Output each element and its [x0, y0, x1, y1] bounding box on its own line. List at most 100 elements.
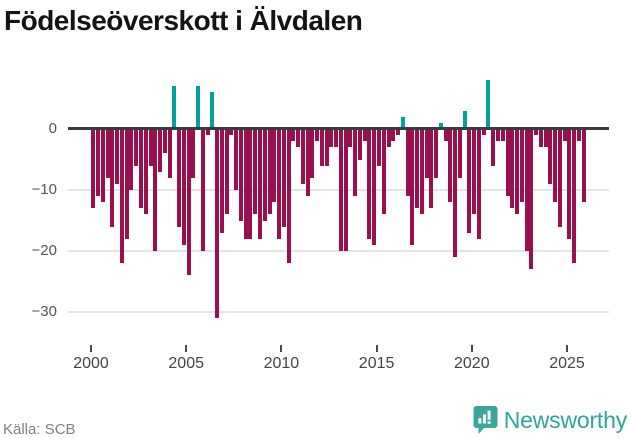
y-axis-label: −30 — [31, 303, 57, 320]
bar-positive — [462, 110, 467, 129]
brand-logo: Newsworthy — [473, 405, 627, 435]
bar-negative — [557, 129, 562, 227]
y-axis-label: −10 — [31, 181, 57, 198]
bar-negative — [115, 129, 120, 184]
bar-negative — [319, 129, 324, 166]
bar-negative — [500, 129, 505, 142]
x-axis-label: 2015 — [358, 355, 395, 372]
bar-negative — [553, 129, 558, 203]
bar-negative — [177, 129, 182, 227]
bar-negative — [96, 129, 101, 197]
gridline — [68, 189, 609, 191]
bar-negative — [281, 129, 286, 227]
bar-negative — [300, 129, 305, 184]
chart-title: Födelseöverskott i Älvdalen — [4, 5, 363, 36]
bar-negative — [524, 129, 529, 251]
bar-negative — [138, 129, 143, 209]
bar-negative — [91, 129, 96, 209]
bar-negative — [567, 129, 572, 239]
bar-negative — [143, 129, 148, 215]
x-axis-tick — [470, 345, 473, 352]
y-axis-label: 0 — [48, 120, 57, 137]
bar-negative — [119, 129, 124, 264]
x-axis-label: 2005 — [168, 355, 204, 372]
bar-negative — [310, 129, 315, 178]
bar-positive — [486, 80, 491, 129]
bar-negative — [191, 129, 196, 178]
bar-negative — [457, 129, 462, 178]
bar-positive — [210, 92, 215, 129]
bar-positive — [400, 116, 405, 129]
bar-negative — [396, 129, 401, 136]
bar-negative — [353, 129, 358, 197]
y-axis-label: −20 — [31, 242, 57, 259]
bar-negative — [134, 129, 139, 166]
bar-negative — [277, 129, 282, 239]
bar-negative — [562, 129, 567, 142]
bar-negative — [291, 129, 296, 142]
bar-negative — [410, 129, 415, 245]
bar-negative — [234, 129, 239, 190]
bar-negative — [343, 129, 348, 251]
bar-negative — [357, 129, 362, 160]
bar-negative — [158, 129, 163, 172]
gridline — [68, 250, 609, 252]
bar-negative — [153, 129, 158, 251]
bar-negative — [286, 129, 291, 264]
bar-negative — [105, 129, 110, 178]
bar-negative — [329, 129, 334, 148]
bar-negative — [434, 129, 439, 178]
bar-negative — [491, 129, 496, 166]
bar-negative — [238, 129, 243, 221]
bar-negative — [181, 129, 186, 245]
bar-positive — [172, 86, 177, 129]
bar-negative — [576, 129, 581, 142]
bar-negative — [505, 129, 510, 197]
bar-negative — [338, 129, 343, 251]
bar-negative — [581, 129, 586, 203]
bar-negative — [219, 129, 224, 233]
bar-negative — [129, 129, 134, 190]
bar-negative — [253, 129, 258, 215]
bar-positive — [438, 122, 443, 129]
bar-negative — [205, 129, 210, 136]
x-axis-tick — [375, 345, 378, 352]
bar-negative — [200, 129, 205, 251]
bar-negative — [272, 129, 277, 203]
x-axis-zero-line — [68, 127, 609, 130]
x-axis-label: 2025 — [549, 355, 585, 372]
x-axis-tick — [90, 345, 92, 352]
x-axis-tick — [280, 345, 283, 352]
bar-negative — [515, 129, 520, 215]
bar-negative — [448, 129, 453, 203]
bar-positive — [196, 86, 201, 129]
bar-negative — [110, 129, 115, 227]
bar-negative — [267, 129, 272, 215]
x-axis-tick — [185, 345, 188, 352]
bar-negative — [367, 129, 372, 239]
bar-negative — [224, 129, 229, 215]
bar-negative — [100, 129, 105, 203]
bar-negative — [538, 129, 543, 148]
bar-negative — [381, 129, 386, 215]
bar-negative — [257, 129, 262, 239]
bar-negative — [453, 129, 458, 258]
bar-negative — [429, 129, 434, 209]
x-axis-label: 2000 — [73, 355, 109, 372]
bar-negative — [324, 129, 329, 166]
source-label: Källa: SCB — [3, 421, 76, 438]
bar-negative — [348, 129, 353, 148]
bar-negative — [510, 129, 515, 209]
bar-negative — [243, 129, 248, 239]
bar-negative — [472, 129, 477, 215]
bar-negative — [229, 129, 234, 136]
bar-negative — [334, 129, 339, 148]
bar-negative — [372, 129, 377, 245]
x-axis-label: 2020 — [454, 355, 490, 372]
bar-negative — [476, 129, 481, 239]
bar-negative — [376, 129, 381, 166]
bar-negative — [391, 129, 396, 142]
bar-negative — [534, 129, 539, 136]
bar-negative — [162, 129, 167, 154]
